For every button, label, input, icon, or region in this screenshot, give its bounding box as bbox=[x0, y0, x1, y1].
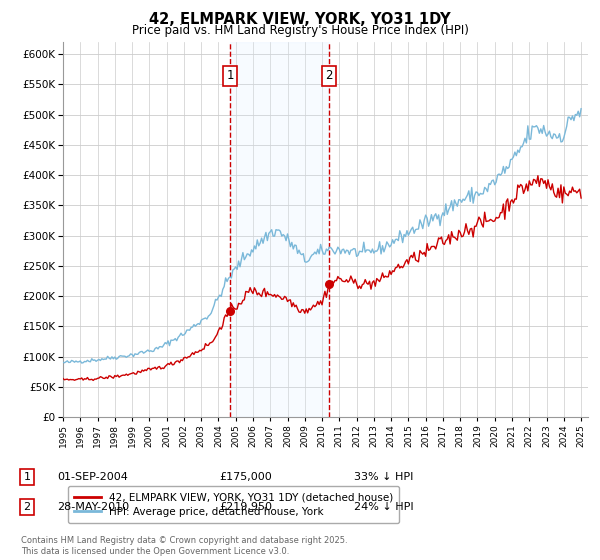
Text: 28-MAY-2010: 28-MAY-2010 bbox=[57, 502, 129, 512]
Text: £175,000: £175,000 bbox=[219, 472, 272, 482]
Text: Price paid vs. HM Land Registry's House Price Index (HPI): Price paid vs. HM Land Registry's House … bbox=[131, 24, 469, 36]
Text: 33% ↓ HPI: 33% ↓ HPI bbox=[354, 472, 413, 482]
Text: 1: 1 bbox=[226, 69, 234, 82]
Bar bbox=[230, 42, 329, 417]
Text: 42, ELMPARK VIEW, YORK, YO31 1DY: 42, ELMPARK VIEW, YORK, YO31 1DY bbox=[149, 12, 451, 27]
Text: £219,950: £219,950 bbox=[219, 502, 272, 512]
Text: 2: 2 bbox=[23, 502, 31, 512]
Text: 2: 2 bbox=[325, 69, 333, 82]
Text: Contains HM Land Registry data © Crown copyright and database right 2025.
This d: Contains HM Land Registry data © Crown c… bbox=[21, 536, 347, 556]
Text: 24% ↓ HPI: 24% ↓ HPI bbox=[354, 502, 413, 512]
Text: 1: 1 bbox=[23, 472, 31, 482]
Text: 01-SEP-2004: 01-SEP-2004 bbox=[57, 472, 128, 482]
Legend: 42, ELMPARK VIEW, YORK, YO31 1DY (detached house), HPI: Average price, detached : 42, ELMPARK VIEW, YORK, YO31 1DY (detach… bbox=[68, 486, 400, 523]
